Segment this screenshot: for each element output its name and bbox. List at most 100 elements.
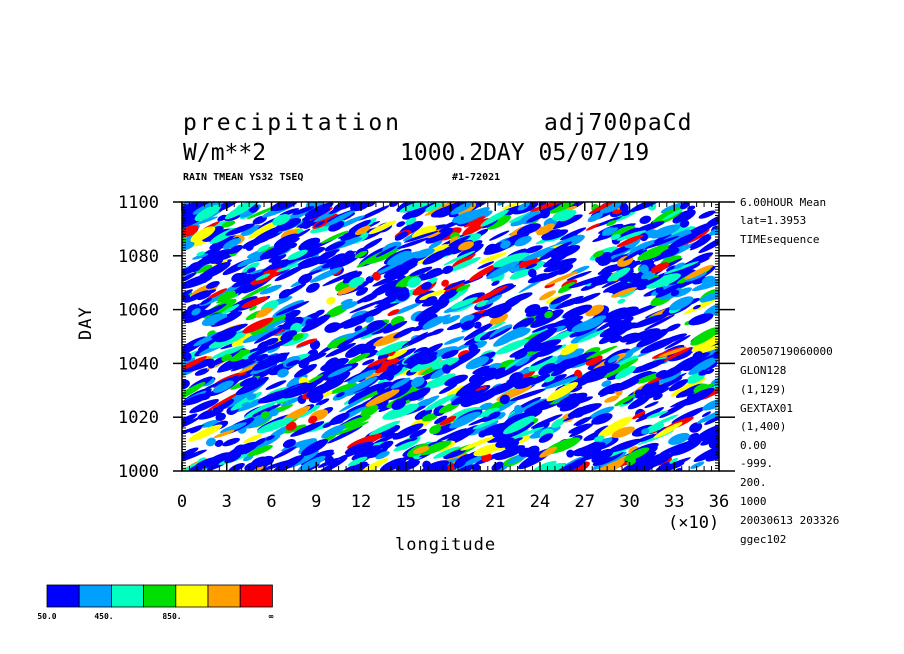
rain-patch <box>324 455 335 466</box>
rain-patch <box>272 454 305 471</box>
colorbar-swatch <box>46 584 80 608</box>
rain-patch <box>367 357 388 367</box>
rain-patch <box>377 366 403 380</box>
rain-patch <box>377 386 386 395</box>
rain-patch <box>447 256 481 273</box>
rain-patch <box>182 413 198 429</box>
rain-patch <box>198 261 231 280</box>
rain-patch <box>567 457 588 469</box>
rain-patch <box>588 202 618 215</box>
rain-patch <box>206 437 216 447</box>
rain-patch <box>675 389 692 398</box>
rain-patch <box>641 428 650 435</box>
rain-patch <box>225 223 255 236</box>
rain-patch <box>421 298 438 307</box>
rain-patch <box>536 223 555 236</box>
rain-patch <box>495 362 527 380</box>
rain-patch <box>544 282 556 289</box>
rain-patch <box>409 266 433 277</box>
rain-patch <box>428 240 443 249</box>
rain-patch <box>525 263 538 270</box>
rain-patch <box>531 339 562 352</box>
rain-patch <box>430 328 444 336</box>
rain-patch <box>231 332 256 347</box>
rain-patch <box>611 254 628 263</box>
rain-patch <box>513 376 536 389</box>
rain-patch <box>248 219 281 239</box>
rain-patch <box>298 359 310 369</box>
rain-patch <box>336 392 345 398</box>
rain-patch <box>710 377 719 386</box>
rain-patch <box>265 337 294 351</box>
rain-patch <box>442 265 454 274</box>
info-line: lat=1.3953 <box>740 214 807 227</box>
rain-patch <box>602 227 616 236</box>
y-tick-label: 1060 <box>118 301 159 321</box>
rain-patch <box>280 330 298 342</box>
info-line: (1,129) <box>740 383 787 396</box>
rain-patch <box>691 277 719 292</box>
rain-patch <box>255 273 271 281</box>
rain-patch <box>603 315 618 323</box>
rain-patch <box>642 452 677 471</box>
x-tick-label: 24 <box>530 492 550 512</box>
rain-patch <box>224 453 242 464</box>
rain-patch <box>394 231 409 241</box>
rain-patch <box>612 278 649 295</box>
rain-patch <box>246 393 257 401</box>
info-line: GLON128 <box>740 364 787 377</box>
rain-patch <box>528 356 558 372</box>
rain-patch <box>443 448 466 460</box>
rain-patch <box>297 256 319 267</box>
rain-patch <box>535 269 564 282</box>
rain-patch <box>489 321 506 330</box>
rain-patch <box>277 368 289 378</box>
rain-patch <box>698 234 719 254</box>
rain-patch <box>275 300 310 316</box>
rain-patch <box>328 202 350 215</box>
rain-patch <box>243 434 263 443</box>
rain-patch <box>473 443 501 457</box>
rain-patch <box>259 243 292 260</box>
rain-patch <box>468 373 483 384</box>
rain-patch <box>455 454 488 470</box>
rain-patch <box>183 393 209 406</box>
rain-patch <box>632 358 667 374</box>
rain-patch <box>478 252 507 264</box>
info-line: 1000 <box>740 495 767 508</box>
rain-patch <box>305 382 336 398</box>
rain-patch <box>396 221 406 228</box>
rain-patch <box>246 205 277 220</box>
rain-patch <box>465 356 489 370</box>
rain-patch <box>414 408 433 420</box>
rain-patch <box>347 376 378 394</box>
x-multiplier: (×10) <box>668 513 720 533</box>
rain-patch <box>201 312 228 327</box>
rain-patch <box>472 463 481 471</box>
rain-patch <box>191 308 201 316</box>
rain-patch <box>615 365 636 380</box>
rain-patch <box>560 227 587 241</box>
rain-patch <box>639 215 652 224</box>
colorbar-swatch <box>175 584 209 608</box>
rain-patch <box>474 420 499 434</box>
rain-patch <box>538 433 554 443</box>
rain-patch <box>554 295 584 310</box>
rain-patch <box>391 398 406 410</box>
rain-patch <box>241 402 250 407</box>
rain-patch <box>211 345 245 359</box>
rain-patch <box>653 237 664 244</box>
colorbar-swatch <box>239 584 273 608</box>
rain-patch <box>587 212 604 223</box>
y-tick-label: 1080 <box>118 247 159 267</box>
rain-patch <box>391 268 411 279</box>
rain-patch <box>523 327 558 349</box>
rain-patch <box>472 285 508 304</box>
rain-patch <box>623 248 644 261</box>
rain-patch <box>231 271 264 288</box>
rain-patch <box>207 392 240 411</box>
rain-patch <box>265 380 287 390</box>
rain-patch <box>530 309 564 328</box>
rain-patch <box>396 202 422 212</box>
rain-patch <box>389 202 399 207</box>
